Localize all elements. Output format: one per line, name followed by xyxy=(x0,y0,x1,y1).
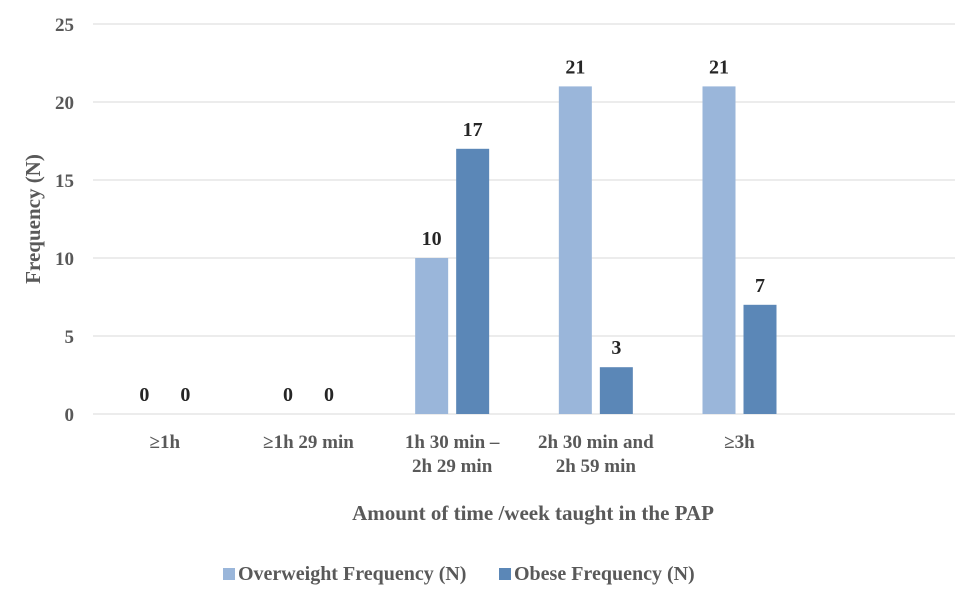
data-label: 17 xyxy=(463,119,483,141)
legend-label: Overweight Frequency (N) xyxy=(238,563,466,585)
data-label: 0 xyxy=(283,384,293,406)
bar xyxy=(456,148,490,415)
bar xyxy=(599,367,633,414)
x-tick-label: ≥1h xyxy=(150,432,181,453)
data-label: 7 xyxy=(755,275,765,297)
legend: Overweight Frequency (N) Obese Frequency … xyxy=(223,563,695,585)
x-axis-title: Amount of time /week taught in the PAP xyxy=(352,501,714,525)
y-tick-label: 20 xyxy=(55,93,74,114)
y-axis-title: Frequency (N) xyxy=(21,154,45,284)
y-tick-label: 25 xyxy=(55,15,74,36)
x-axis-ticks: ≥1h ≥1h 29 min 1h 30 min –2h 29 min 2h 30 m… xyxy=(150,432,756,477)
legend-swatch xyxy=(223,568,235,580)
y-tick-label: 5 xyxy=(65,327,75,348)
y-tick-label: 0 xyxy=(65,405,75,426)
data-label: 0 xyxy=(180,384,190,406)
bar xyxy=(558,86,592,415)
data-label: 0 xyxy=(139,384,149,406)
data-label: 0 xyxy=(324,384,334,406)
legend-label: Obese Frequency (N) xyxy=(514,563,695,585)
bar xyxy=(743,304,777,414)
legend-swatch xyxy=(499,568,511,580)
bar xyxy=(702,86,736,415)
data-label: 21 xyxy=(709,56,729,78)
bar xyxy=(415,258,449,414)
x-tick-label: ≥1h 29 min xyxy=(263,432,354,453)
data-label: 10 xyxy=(422,228,442,250)
data-label: 3 xyxy=(611,337,621,359)
y-tick-label: 10 xyxy=(55,249,74,270)
x-tick-label: ≥3h xyxy=(724,432,755,453)
x-tick-label: 2h 30 min and 2h 59 min xyxy=(538,432,654,477)
data-labels: 0 0 0 0 10 17 21 3 21 7 xyxy=(139,56,765,406)
y-axis-ticks: 0 5 10 15 20 25 xyxy=(55,15,74,426)
y-tick-label: 15 xyxy=(55,171,74,192)
bars xyxy=(415,86,777,415)
data-label: 21 xyxy=(565,56,585,78)
x-tick-label: 1h 30 min –2h 29 min xyxy=(405,432,500,477)
gridlines xyxy=(93,23,955,415)
